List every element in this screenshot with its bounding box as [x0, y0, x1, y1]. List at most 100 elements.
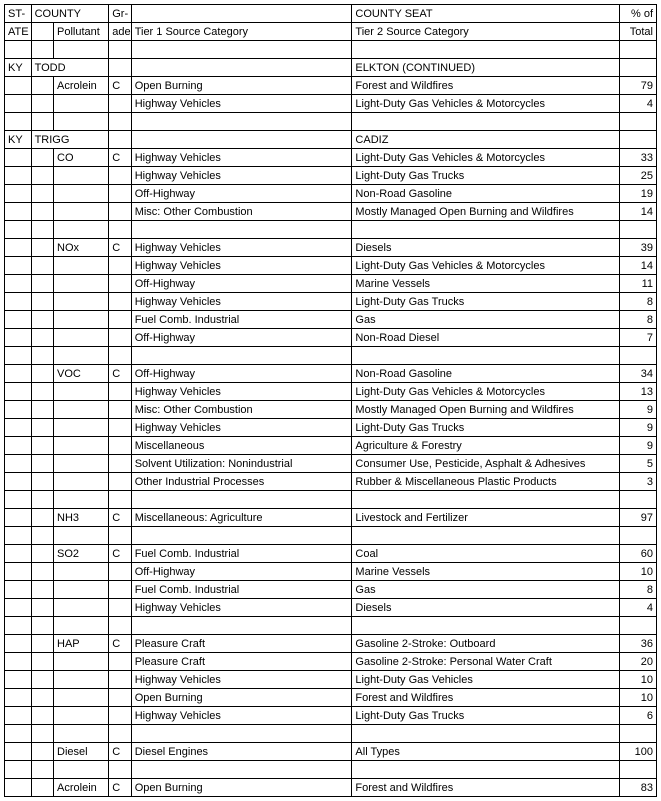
cell-grade — [109, 293, 131, 311]
cell-grade — [109, 347, 131, 365]
cell-pct: 25 — [620, 167, 657, 185]
cell-pollutant — [54, 221, 109, 239]
cell-county-ind — [31, 329, 53, 347]
hdr-pct-2: Total — [620, 23, 657, 41]
cell-pct — [620, 41, 657, 59]
cell-pollutant — [54, 347, 109, 365]
cell-pct: 36 — [620, 635, 657, 653]
table-row: Solvent Utilization: NonindustrialConsum… — [5, 455, 657, 473]
hdr-tier2: Tier 2 Source Category — [352, 23, 620, 41]
header-row-2: ATEPollutantadeTier 1 Source CategoryTie… — [5, 23, 657, 41]
cell-tier1 — [131, 41, 352, 59]
cell-grade — [109, 95, 131, 113]
cell-grade — [109, 707, 131, 725]
cell-state — [5, 725, 32, 743]
table-row — [5, 725, 657, 743]
cell-grade — [109, 311, 131, 329]
table-row: Highway VehiclesDiesels4 — [5, 599, 657, 617]
cell-tier2: Non-Road Diesel — [352, 329, 620, 347]
cell-county-ind — [31, 509, 53, 527]
cell-pct: 100 — [620, 743, 657, 761]
cell-grade: C — [109, 743, 131, 761]
cell-tier2: Gas — [352, 311, 620, 329]
cell-state — [5, 239, 32, 257]
cell-tier1 — [131, 221, 352, 239]
cell-pollutant: Acrolein — [54, 779, 109, 797]
cell-tier2 — [352, 491, 620, 509]
cell-tier1 — [131, 59, 352, 77]
cell-tier2: Diesels — [352, 239, 620, 257]
cell-grade — [109, 401, 131, 419]
cell-county-ind — [31, 203, 53, 221]
cell-pct: 9 — [620, 437, 657, 455]
cell-state — [5, 149, 32, 167]
cell-grade — [109, 275, 131, 293]
table-row: KYTODDELKTON (CONTINUED) — [5, 59, 657, 77]
cell-county-ind — [31, 77, 53, 95]
table-row: Highway VehiclesLight-Duty Gas Vehicles … — [5, 257, 657, 275]
cell-pollutant — [54, 473, 109, 491]
cell-tier1: Off-Highway — [131, 365, 352, 383]
table-row: Pleasure CraftGasoline 2-Stroke: Persona… — [5, 653, 657, 671]
cell-pollutant — [54, 275, 109, 293]
cell-pct: 14 — [620, 257, 657, 275]
cell-county-ind — [31, 599, 53, 617]
cell-state — [5, 365, 32, 383]
cell-tier1: Highway Vehicles — [131, 239, 352, 257]
table-row: Highway VehiclesLight-Duty Gas Vehicles1… — [5, 671, 657, 689]
cell-state — [5, 635, 32, 653]
cell-pollutant — [54, 185, 109, 203]
cell-pct: 8 — [620, 581, 657, 599]
cell-state — [5, 563, 32, 581]
cell-tier2: Light-Duty Gas Vehicles — [352, 671, 620, 689]
cell-tier2 — [352, 41, 620, 59]
cell-county-ind — [31, 221, 53, 239]
cell-county-ind — [31, 689, 53, 707]
cell-pollutant — [54, 167, 109, 185]
cell-state — [5, 473, 32, 491]
cell-grade — [109, 689, 131, 707]
cell-state — [5, 329, 32, 347]
cell-tier2: Diesels — [352, 599, 620, 617]
cell-pollutant — [54, 419, 109, 437]
cell-county-ind — [31, 95, 53, 113]
cell-pollutant — [54, 113, 109, 131]
table-row — [5, 761, 657, 779]
cell-county-ind — [31, 761, 53, 779]
cell-pct: 34 — [620, 365, 657, 383]
cell-tier1: Highway Vehicles — [131, 599, 352, 617]
cell-county-ind — [31, 617, 53, 635]
cell-state — [5, 113, 32, 131]
table-row: Off-HighwayNon-Road Diesel7 — [5, 329, 657, 347]
cell-state — [5, 437, 32, 455]
cell-pollutant: NH3 — [54, 509, 109, 527]
cell-pct — [620, 113, 657, 131]
cell-pollutant — [54, 653, 109, 671]
header-row-1: ST-COUNTYGr-COUNTY SEAT% of — [5, 5, 657, 23]
cell-tier1: Highway Vehicles — [131, 257, 352, 275]
cell-pct: 39 — [620, 239, 657, 257]
hdr-county: COUNTY — [31, 5, 109, 23]
cell-tier1 — [131, 725, 352, 743]
cell-county-ind — [31, 473, 53, 491]
cell-tier2: Agriculture & Forestry — [352, 437, 620, 455]
cell-tier1 — [131, 491, 352, 509]
cell-pct: 4 — [620, 95, 657, 113]
cell-pct — [620, 725, 657, 743]
cell-pct: 11 — [620, 275, 657, 293]
cell-state — [5, 167, 32, 185]
cell-tier1: Off-Highway — [131, 275, 352, 293]
cell-grade — [109, 167, 131, 185]
cell-grade: C — [109, 77, 131, 95]
cell-tier2: CADIZ — [352, 131, 620, 149]
hdr-tier1: Tier 1 Source Category — [131, 23, 352, 41]
cell-tier2: Light-Duty Gas Vehicles & Motorcycles — [352, 257, 620, 275]
cell-tier1 — [131, 347, 352, 365]
table-row: AcroleinCOpen BurningForest and Wildfire… — [5, 77, 657, 95]
cell-grade: C — [109, 239, 131, 257]
cell-grade — [109, 617, 131, 635]
cell-pollutant — [54, 257, 109, 275]
cell-pct: 4 — [620, 599, 657, 617]
hdr-state-2: ATE — [5, 23, 32, 41]
cell-tier1 — [131, 113, 352, 131]
